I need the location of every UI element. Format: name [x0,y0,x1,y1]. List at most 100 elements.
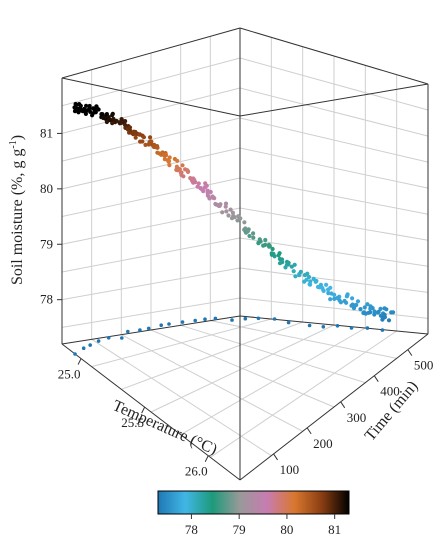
data-point [362,305,367,310]
data-point [326,291,331,296]
data-point [87,103,92,109]
box-edge [61,27,241,79]
data-point [73,103,78,108]
temperature-tick-mark [77,358,82,365]
box-edge [239,315,429,335]
data-point [196,181,201,186]
floor-projection-point [335,324,340,328]
data-point [185,169,191,174]
data-point [251,235,256,240]
data-point [123,119,128,124]
data-point [391,310,396,315]
tick-labels: 78 79 80 81 25.0 25.5 26.0 100 200 300 400 500 [40,125,433,478]
floor-projection-point [365,326,370,330]
z-tick-label: 81 [40,125,53,140]
floor-projection-point [203,317,207,322]
floor-projection-point [73,352,77,356]
data-point [270,246,275,252]
floor-projection-point [126,329,130,334]
data-point [242,220,247,225]
data-point [141,135,146,140]
data-point [381,315,386,321]
data-point [180,163,185,168]
data-point [155,144,160,149]
data-point [223,201,229,206]
colorbar-tick-label: 81 [328,522,341,537]
z-tick-label: 80 [40,181,53,196]
data-point [280,260,285,265]
colorbar-tick-label: 78 [185,522,198,537]
floor-projection-point [193,318,197,323]
data-point [223,204,228,209]
colorbar-ticks: 78 79 80 81 [185,514,341,537]
data-point [110,113,115,118]
data-point [157,151,162,156]
floor-projection-point [167,322,171,326]
data-point [210,194,215,199]
temperature-tick-label: 25.5 [121,415,144,430]
data-point [149,139,154,144]
data-point [133,135,138,140]
data-point [372,312,377,317]
time-tick-mark [340,401,346,409]
data-point [277,256,282,262]
data-point [181,174,186,179]
floor-projection-point [243,316,248,321]
floor-projection-point [81,346,86,351]
data-point [350,296,355,301]
z-tick-label: 79 [40,236,53,251]
colorbar-tick-label: 79 [233,522,246,537]
floor-projection-point [321,325,326,329]
data-point [314,278,319,284]
data-point [179,170,184,175]
colorbar-tick-label: 80 [280,522,293,537]
data-point [77,102,82,107]
data-point [291,269,296,274]
data-point [263,242,268,247]
data-point [267,244,272,249]
data-point [298,269,303,274]
temperature-tick-label: 25.0 [58,367,81,382]
data-point [143,142,148,147]
floor-projection-point [180,320,185,324]
floor-projection-point [159,323,163,328]
colorbar [157,490,350,515]
data-point [368,310,373,315]
data-point [224,209,229,214]
floor-projection-point [286,320,291,325]
time-tick-label: 500 [414,358,434,373]
floor-projection-point [96,339,101,343]
data-point [384,307,389,312]
data-point [228,207,233,212]
data-point [220,210,225,215]
data-point [111,116,116,121]
box-edge [61,315,241,345]
data-point [148,135,153,140]
data-point [191,179,196,184]
data-point [337,298,342,303]
data-point [99,112,104,117]
box-edge [239,333,429,481]
data-point [217,203,222,208]
time-tick-label: 400 [380,384,400,399]
data-point [84,103,89,108]
data-point [332,296,337,301]
time-tick-mark [306,427,312,435]
floor-projection-point [349,326,354,330]
data-points [72,101,396,356]
data-point [176,166,181,171]
data-point [167,163,172,168]
box-edge [61,77,241,117]
data-point [386,318,392,323]
data-point [202,185,208,190]
floor-projection-point [106,336,111,340]
time-tick-mark [373,375,379,382]
data-point [237,216,242,221]
data-point [308,279,313,284]
time-tick-label: 100 [280,462,300,477]
data-point [372,309,377,314]
data-point [332,292,337,297]
data-point [119,117,124,122]
data-point [286,260,291,265]
